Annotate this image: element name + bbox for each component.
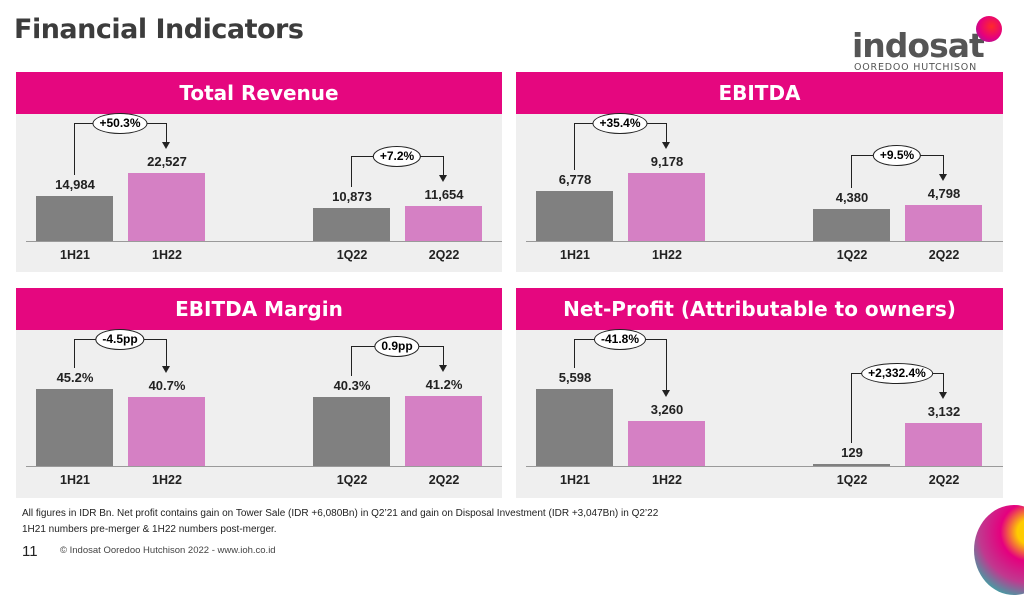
category-label: 1H21 [60, 473, 90, 487]
arrow-down-icon [662, 390, 670, 398]
change-badge: +9.5% [872, 145, 922, 167]
page-number: 11 [22, 543, 38, 560]
bar-2q22 [405, 205, 482, 241]
chart-title: EBITDA Margin [16, 288, 502, 330]
category-label: 1H21 [60, 248, 90, 262]
data-label: 5,598 [558, 370, 592, 385]
bar-2q22 [905, 422, 982, 466]
chart-body: 45.2% 1H21 40.7% 1H22 40.3% 1Q22 41.2% 2Q22 -4.5… [16, 329, 502, 498]
bar-1q22 [313, 208, 390, 241]
category-label: 1Q22 [336, 473, 368, 487]
indosat-logo: indosat OOREDOO HUTCHISON [852, 16, 1012, 75]
chart-title: EBITDA [516, 72, 1003, 114]
data-label: 4,380 [835, 189, 869, 205]
chart-body: 14,984 1H21 22,527 1H22 10,873 1Q22 11,654 2Q22… [16, 113, 502, 272]
data-label: 3,260 [650, 402, 684, 418]
change-badge: +7.2% [372, 145, 422, 167]
data-label: 6,778 [558, 171, 592, 187]
change-badge: -4.5pp [95, 329, 145, 350]
chart-panel: Net-Profit (Attributable to owners) 5,598… [516, 288, 1003, 498]
chart-panel: EBITDA 6,778 1H21 9,178 1H22 4,380 1Q22 4,798 2Q… [516, 72, 1003, 272]
arrow-down-icon [939, 174, 947, 182]
baseline [526, 466, 1003, 467]
data-label: 3,132 [927, 403, 961, 419]
change-badge: -41.8% [593, 329, 647, 350]
bar-1q22 [313, 397, 390, 466]
change-badge: 0.9pp [374, 335, 420, 357]
arrow-down-icon [162, 365, 170, 373]
arrow-down-icon [439, 174, 447, 182]
logo-subtitle: OOREDOO HUTCHISON [854, 62, 977, 73]
arrow-down-icon [939, 391, 947, 399]
category-label: 1Q22 [836, 248, 868, 262]
chart-panel: Total Revenue 14,984 1H21 22,527 1H22 10,873 1… [16, 72, 502, 272]
footnote-2: 1H21 numbers pre-merger & 1H22 numbers p… [22, 524, 277, 535]
change-badge: +50.3% [92, 113, 148, 134]
data-label: 9,178 [650, 154, 684, 169]
data-label: 22,527 [147, 154, 187, 169]
bar-1h21 [36, 195, 113, 241]
category-label: 1H21 [560, 473, 590, 487]
category-label: 1H21 [560, 248, 590, 262]
bar-1q22 [813, 208, 890, 241]
category-label: 1H22 [152, 248, 182, 262]
data-label: 45.2% [56, 370, 94, 385]
bar-1h22 [128, 173, 205, 241]
bar-1h22 [628, 421, 705, 466]
arrow-down-icon [662, 142, 670, 149]
footnote-1: All figures in IDR Bn. Net profit contai… [22, 508, 659, 519]
bar-1h22 [628, 173, 705, 241]
data-label: 40.7% [148, 377, 186, 393]
baseline [26, 241, 502, 242]
chart-panel: EBITDA Margin 45.2% 1H21 40.7% 1H22 40.3% 1Q22… [16, 288, 502, 498]
chart-title: Net-Profit (Attributable to owners) [516, 288, 1003, 330]
data-label: 129 [841, 445, 863, 460]
category-label: 2Q22 [928, 248, 960, 262]
data-label: 10,873 [332, 189, 372, 205]
bar-1h22 [128, 396, 205, 466]
chart-body: 6,778 1H21 9,178 1H22 4,380 1Q22 4,798 2Q22 +35.… [516, 113, 1003, 272]
category-label: 2Q22 [928, 473, 960, 487]
bar-2q22 [905, 205, 982, 241]
bar-2q22 [405, 395, 482, 466]
category-label: 1Q22 [836, 473, 868, 487]
data-label: 4,798 [927, 186, 961, 202]
page-title: Financial Indicators [14, 14, 304, 45]
bar-1h21 [36, 389, 113, 466]
category-label: 2Q22 [428, 473, 460, 487]
chart-body: 5,598 1H21 3,260 1H22 129 1Q22 3,132 2Q22 -41.8%… [516, 329, 1003, 498]
bar-1q22 [813, 464, 890, 466]
category-label: 1H22 [652, 473, 682, 487]
data-label: 11,654 [424, 186, 464, 202]
bar-1h21 [536, 190, 613, 241]
data-label: 40.3% [333, 378, 371, 394]
category-label: 1H22 [152, 473, 182, 487]
category-label: 1Q22 [336, 248, 368, 262]
logo-word: indosat [852, 26, 985, 65]
change-bracket-right [397, 345, 444, 367]
baseline [526, 241, 1003, 242]
data-label: 41.2% [425, 376, 463, 392]
arrow-down-icon [439, 364, 447, 372]
category-label: 2Q22 [428, 248, 460, 262]
bar-1h21 [536, 389, 613, 466]
change-badge: +35.4% [592, 113, 648, 134]
category-label: 1H22 [652, 248, 682, 262]
copyright: © Indosat Ooredoo Hutchison 2022 - www.i… [60, 545, 276, 556]
corner-decoration-icon [974, 505, 1024, 595]
data-label: 14,984 [55, 176, 95, 192]
logo-dot-icon [976, 16, 1002, 42]
baseline [26, 466, 502, 467]
change-badge: +2,332.4% [861, 362, 933, 384]
chart-title: Total Revenue [16, 72, 502, 114]
arrow-down-icon [162, 142, 170, 149]
